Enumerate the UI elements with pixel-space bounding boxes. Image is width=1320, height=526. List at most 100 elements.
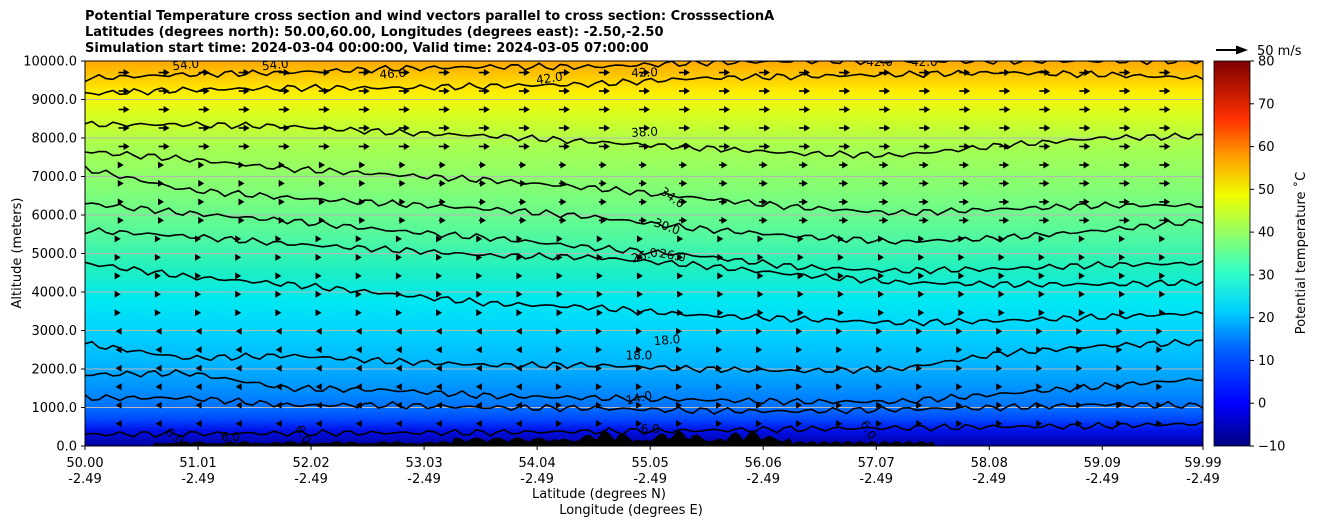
wind-vector-head: [600, 179, 607, 187]
wind-vector-head: [716, 327, 723, 335]
wind-vector-head: [1076, 401, 1083, 409]
wind-vector-head: [1083, 161, 1090, 169]
wind-vector-head: [395, 272, 402, 280]
wind-vector-head: [956, 383, 963, 391]
wind-vector-head: [1036, 346, 1043, 354]
wind-vector-head: [475, 401, 482, 409]
wind-vector-head: [916, 327, 923, 335]
wind-vector-head: [956, 420, 963, 428]
wind-vector-head: [1043, 198, 1050, 206]
wind-vector-head: [1116, 364, 1123, 372]
wind-vector-head: [479, 161, 486, 169]
wind-vector-head: [114, 309, 121, 317]
wind-vector-head: [956, 327, 963, 335]
wind-vector-head: [1004, 106, 1011, 114]
wind-vector-head: [123, 124, 130, 132]
wind-vector-head: [323, 69, 330, 77]
wind-vector-head: [635, 327, 642, 335]
wind-vector-head: [595, 364, 602, 372]
wind-vector-head: [1038, 309, 1045, 317]
y-axis: 0.0 1000.0 2000.0 3000.0 4000.0 5000.0 6000.0 7…: [23, 55, 85, 455]
wind-vector-head: [323, 124, 330, 132]
wind-vector-head: [123, 106, 130, 114]
wind-vector-head: [956, 364, 963, 372]
wind-vector-head: [117, 216, 124, 224]
wind-vector-head: [924, 142, 931, 150]
wind-vector-head: [523, 142, 530, 150]
wind-vector-head: [483, 124, 490, 132]
wind-vector-head: [756, 383, 763, 391]
wind-vector-head: [563, 142, 570, 150]
wind-vector-head: [757, 272, 764, 280]
wind-vector-head: [355, 346, 362, 354]
wind-vector-head: [355, 309, 362, 317]
wind-vector-head: [918, 253, 925, 261]
colorbar-ticks: −10 0 10 20 30 40 50 60 70 80: [1250, 55, 1285, 455]
contour-label: 26.0: [658, 246, 687, 264]
wind-vector-head: [1159, 290, 1166, 298]
wind-vector-head: [476, 272, 483, 280]
colorbar-label: Potential temperature ˚C: [1293, 172, 1309, 335]
wind-vector-head: [479, 198, 486, 206]
wind-vector-head: [479, 179, 486, 187]
wind-vector-head: [359, 179, 366, 187]
colorbar-tick-label: 0: [1258, 397, 1266, 412]
wind-vector-head: [516, 235, 523, 243]
wind-vector-head: [435, 346, 442, 354]
wind-vector-head: [435, 364, 442, 372]
wind-vector-head: [675, 364, 682, 372]
wind-vector-head: [595, 401, 602, 409]
wind-vector-head: [235, 272, 242, 280]
wind-vectors: [114, 69, 1171, 428]
wind-vector-head: [516, 272, 523, 280]
wind-vector-head: [555, 420, 562, 428]
x-tick-label-longitude: -2.49: [407, 472, 441, 487]
wind-vector-head: [483, 69, 490, 77]
x-tick-label-longitude: -2.49: [1186, 472, 1220, 487]
wind-vector-head: [283, 69, 290, 77]
x-tick-label-longitude: -2.49: [68, 472, 102, 487]
wind-vector-head: [203, 106, 210, 114]
wind-vector-head: [677, 235, 684, 243]
wind-vector-head: [403, 87, 410, 95]
colorbar-gradient: [1213, 60, 1251, 447]
wind-vector-head: [797, 253, 804, 261]
wind-vector-head: [998, 253, 1005, 261]
wind-vector-head: [403, 142, 410, 150]
wind-vector-head: [195, 401, 202, 409]
y-tick-label: 9000.0: [32, 93, 78, 108]
wind-vector-head: [675, 327, 682, 335]
contour-label: 38.0: [631, 125, 658, 140]
wind-vector-head: [1116, 401, 1123, 409]
wind-vector-head: [836, 364, 843, 372]
wind-vector-head: [797, 290, 804, 298]
wind-vector-head: [1003, 216, 1010, 224]
wind-vector-head: [681, 179, 688, 187]
wind-vector-head: [796, 420, 803, 428]
wind-vector-head: [1164, 198, 1171, 206]
contour-label: 14.0: [624, 388, 653, 407]
wind-vector-head: [962, 161, 969, 169]
wind-vector-head: [114, 253, 121, 261]
wind-vector-head: [163, 142, 170, 150]
wind-vector-head: [315, 290, 322, 298]
wind-vector-head: [315, 272, 322, 280]
wind-vector-head: [922, 179, 929, 187]
wind-vector-head: [836, 383, 843, 391]
wind-vector-head: [761, 216, 768, 224]
wind-vector-head: [155, 383, 162, 391]
wind-vector-head: [315, 235, 322, 243]
x-tick-label-latitude: 52.02: [292, 456, 329, 471]
wind-vector-head: [323, 106, 330, 114]
wind-vector-head: [1004, 124, 1011, 132]
wind-vector-head: [717, 253, 724, 261]
wind-vector-head: [556, 235, 563, 243]
wind-vector-head: [876, 401, 883, 409]
colorbar-tick-label: −10: [1258, 440, 1285, 455]
wind-vector-head: [681, 161, 688, 169]
wind-vector-head: [154, 253, 161, 261]
y-tick-label: 6000.0: [32, 209, 78, 224]
wind-vector-head: [155, 327, 162, 335]
wind-vector-head: [195, 309, 202, 317]
wind-vector-head: [435, 383, 442, 391]
